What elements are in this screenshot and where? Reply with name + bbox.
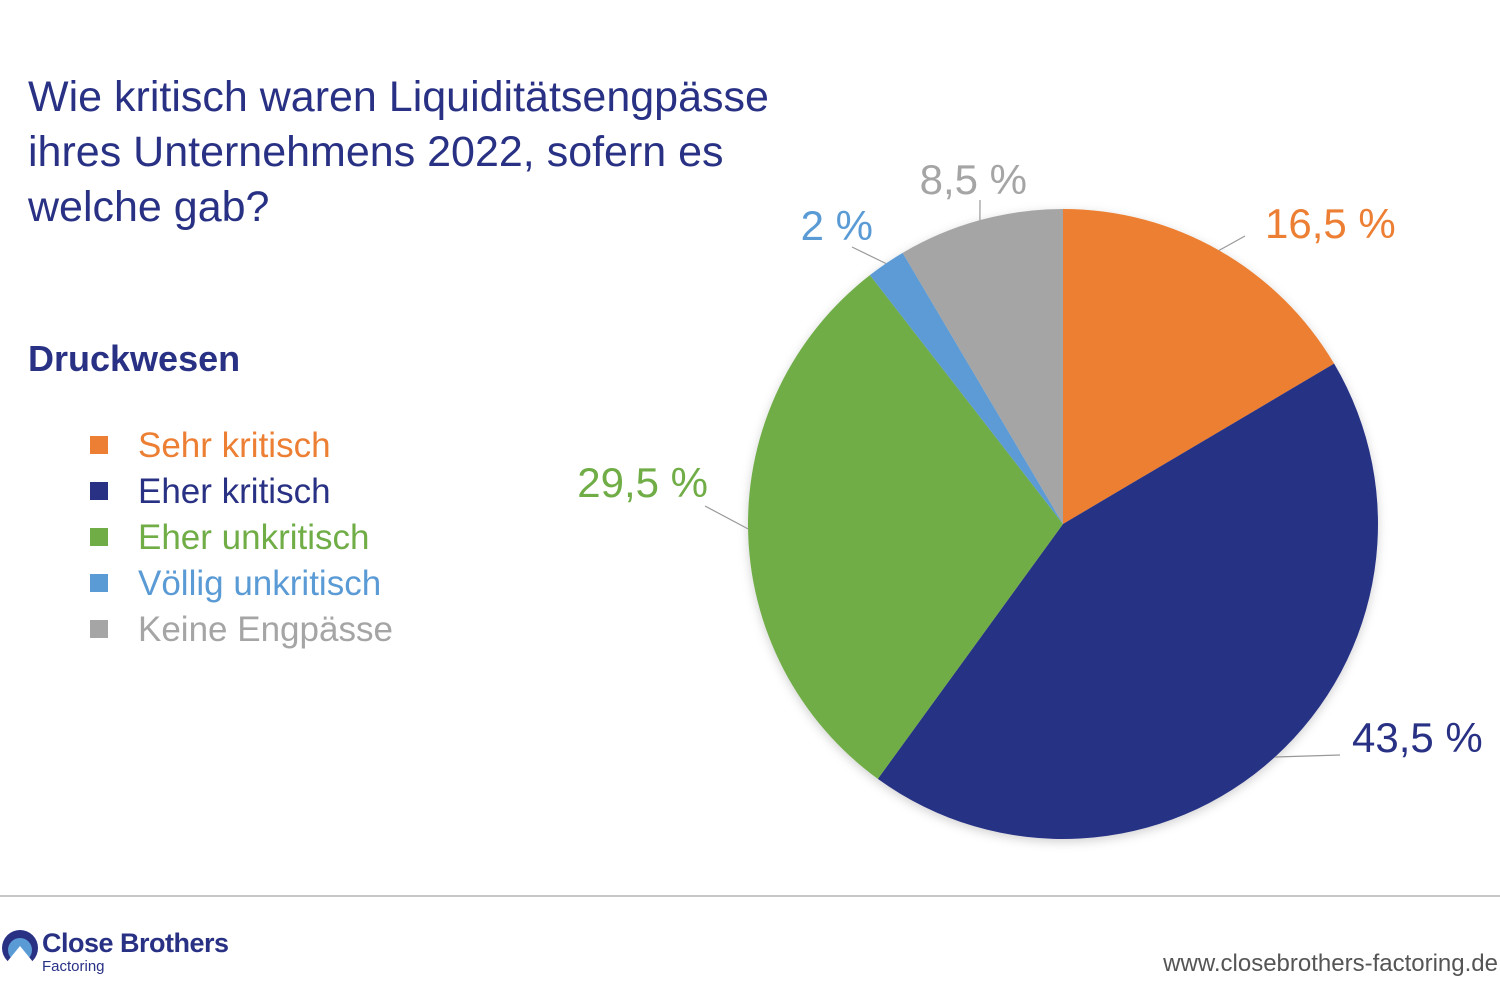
title-line-1: Wie kritisch waren Liquiditätsengpässe [28,73,769,121]
data-label-3: 29,5 % [577,459,708,506]
legend-label: Völlig unkritisch [138,564,382,603]
brand-subname: Factoring [42,958,105,975]
title-line-2: ihres Unternehmens 2022, sofern es [28,128,724,176]
title-line-3: welche gab? [28,183,270,231]
data-label-5: 8,5 % [920,156,1027,203]
pie-slice-5 [902,209,1063,524]
data-label-4: 2 % [801,202,873,249]
pie-slices [747,209,1378,839]
pie-slice-1 [1063,209,1335,524]
data-label-1: 16,5 % [1265,200,1396,247]
chart-title: Wie kritisch waren Liquiditätsengpässe i… [28,70,828,235]
chart-subtitle: Druckwesen [28,338,241,379]
legend-label: Sehr kritisch [138,426,331,465]
legend-swatch [90,620,108,638]
pie-chart: 16,5 % 43,5 % 29,5 % 2 % 8,5 % [577,156,1483,839]
legend-label: Eher kritisch [138,472,331,511]
footer-divider [0,895,1500,897]
legend-swatch [90,528,108,546]
close-brothers-logo-icon [2,930,38,968]
legend-swatch [90,436,108,454]
legend-label: Eher unkritisch [138,518,370,557]
pie-slice-4 [869,252,1063,524]
legend-swatch [90,574,108,592]
leader-line-1 [1218,235,1246,251]
website-url[interactable]: www.closebrothers-factoring.de [1163,950,1498,977]
data-labels: 16,5 % 43,5 % 29,5 % 2 % 8,5 % [577,156,1483,761]
leader-line-3 [704,505,749,530]
leader-line-4 [851,246,887,265]
data-label-2: 43,5 % [1352,714,1483,761]
brand-name: Close Brothers [42,928,229,958]
legend-swatch [90,482,108,500]
pie-slice-3 [747,275,1063,779]
legend-label: Keine Engpässe [138,610,393,649]
leader-lines [704,199,1341,758]
leader-line-2 [1274,754,1341,758]
pie-slice-2 [877,363,1378,839]
